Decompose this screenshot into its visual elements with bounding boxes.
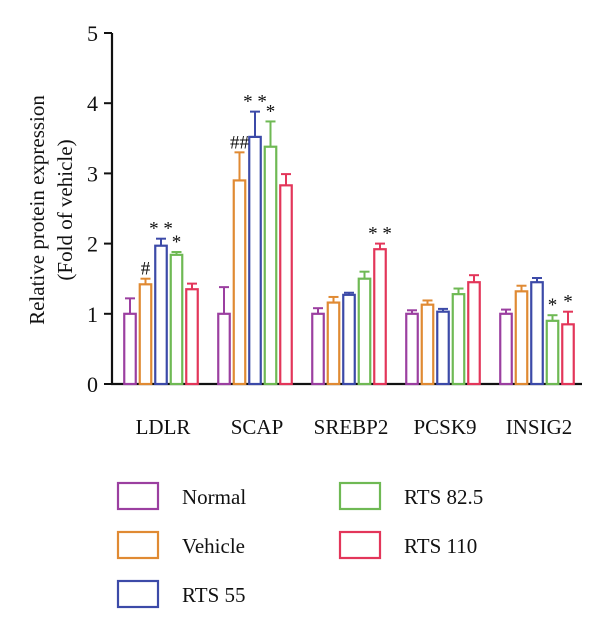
bar-srebp2-rts-110	[373, 248, 387, 386]
bar-srebp2-rts-82-5	[357, 277, 372, 386]
significance-marker: ##	[230, 132, 250, 153]
bar-pcsk9-normal	[405, 312, 419, 386]
legend-swatch	[116, 579, 160, 609]
y-axis-ticks: 0 1 2 3 4 5	[87, 21, 112, 397]
legend-swatch	[338, 481, 382, 511]
bar-insig2-rts-55	[530, 281, 544, 386]
x-category-label: INSIG2	[506, 415, 573, 439]
significance-marker: * *	[368, 224, 392, 245]
bar-pcsk9-vehicle	[420, 303, 435, 386]
bar-insig2-vehicle	[514, 290, 529, 386]
significance-marker: *	[548, 295, 558, 316]
bar-groups	[123, 110, 575, 386]
bar-scap-vehicle	[232, 179, 247, 386]
significance-marker: *	[266, 101, 276, 122]
y-tick-label: 1	[87, 302, 98, 327]
bar-ldlr-normal	[123, 312, 137, 386]
y-tick-label: 4	[87, 91, 98, 116]
bar-ldlr-rts-82-5	[169, 253, 184, 386]
x-category-label: PCSK9	[413, 415, 476, 439]
significance-marker: #	[141, 259, 151, 280]
y-tick-label: 5	[87, 21, 98, 46]
x-category-label: SCAP	[231, 415, 284, 439]
bar-ldlr-vehicle	[138, 283, 153, 386]
y-tick-label: 3	[87, 161, 98, 186]
legend-swatch	[116, 481, 160, 511]
bar-pcsk9-rts-55	[436, 310, 450, 386]
x-category-label: SREBP2	[314, 415, 389, 439]
significance-marker: * *	[243, 92, 267, 113]
significance-marker: *	[172, 232, 182, 253]
legend-label: RTS 110	[404, 534, 477, 558]
legend-swatch	[116, 530, 160, 560]
bar-scap-rts-110	[279, 184, 293, 386]
category-labels: LDLR SCAP SREBP2 PCSK9 INSIG2	[136, 415, 573, 439]
bar-ldlr-rts-55	[154, 244, 168, 386]
bar-insig2-normal	[499, 312, 513, 386]
bar-pcsk9-rts-110	[467, 281, 481, 386]
legend-label: RTS 82.5	[404, 485, 483, 509]
legend: Normal Vehicle RTS 55 RTS 82.5 RTS 110	[116, 481, 483, 609]
significance-annotations: #* **##* *** ** *	[141, 92, 573, 317]
legend-swatch	[338, 530, 382, 560]
legend-label: Normal	[182, 485, 246, 509]
bar-srebp2-rts-55	[342, 293, 356, 386]
bar-pcsk9-rts-82-5	[451, 293, 466, 386]
x-category-label: LDLR	[136, 415, 191, 439]
y-tick-label: 2	[87, 232, 98, 257]
significance-marker: * *	[149, 219, 173, 240]
legend-label: RTS 55	[182, 583, 246, 607]
bar-ldlr-rts-110	[185, 288, 199, 386]
bar-scap-rts-55	[248, 135, 262, 386]
bar-srebp2-vehicle	[326, 301, 341, 386]
bar-scap-rts-82-5	[263, 145, 278, 386]
significance-marker: *	[563, 292, 573, 313]
y-tick-label: 0	[87, 372, 98, 397]
bar-scap-normal	[217, 312, 231, 386]
y-axis-title-line-1: Relative protein expression	[25, 95, 49, 325]
bar-srebp2-normal	[311, 312, 325, 386]
bar-insig2-rts-82-5	[545, 319, 560, 386]
legend-label: Vehicle	[182, 534, 245, 558]
bar-insig2-rts-110	[561, 323, 575, 386]
y-axis-title-line-2: (Fold of vehicle)	[53, 139, 77, 280]
